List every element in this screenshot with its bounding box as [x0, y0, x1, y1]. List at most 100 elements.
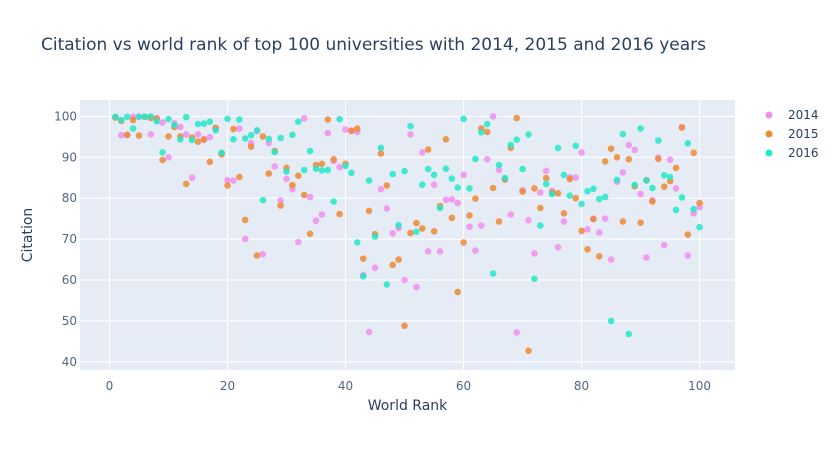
point-2015 — [241, 216, 249, 224]
point-2015 — [247, 143, 255, 150]
point-2016 — [643, 177, 650, 184]
point-2016 — [460, 115, 467, 123]
point-2015 — [236, 173, 243, 181]
x-tick-label: 20 — [220, 379, 235, 393]
point-2015 — [182, 180, 190, 188]
point-2014 — [466, 223, 473, 231]
point-2014 — [413, 283, 420, 291]
point-2015 — [625, 156, 633, 163]
point-2015 — [560, 210, 568, 217]
point-2015 — [584, 246, 591, 253]
x-tick-label: 100 — [688, 379, 711, 393]
y-tick-label: 100 — [54, 109, 77, 123]
point-2015 — [359, 255, 367, 262]
point-2014 — [118, 131, 125, 139]
point-2016 — [578, 200, 585, 208]
point-2014 — [165, 154, 172, 161]
point-2016 — [377, 144, 385, 152]
legend-item-2015[interactable]: 2015 — [765, 127, 819, 141]
point-2016 — [672, 206, 680, 214]
point-2015 — [159, 156, 166, 164]
legend-item-2014[interactable]: 2014 — [765, 108, 819, 122]
y-tick-label: 80 — [62, 191, 77, 205]
point-2014 — [596, 229, 603, 236]
point-2016 — [230, 136, 237, 143]
point-2016 — [419, 181, 426, 188]
point-2016 — [430, 171, 438, 179]
point-2016 — [519, 165, 526, 173]
point-2015 — [572, 194, 579, 202]
point-2014 — [542, 167, 550, 175]
point-2015 — [489, 184, 497, 192]
point-2015 — [135, 132, 143, 139]
point-2015 — [472, 195, 479, 202]
point-2014 — [472, 247, 479, 254]
point-2016 — [153, 118, 160, 125]
point-2016 — [413, 228, 420, 235]
point-2016 — [354, 239, 361, 246]
data-points — [112, 113, 703, 355]
point-2014 — [419, 149, 426, 156]
legend-marker — [765, 149, 773, 157]
point-2016 — [513, 136, 520, 143]
point-2016 — [554, 144, 562, 152]
point-2015 — [277, 202, 284, 209]
point-2016 — [489, 270, 497, 277]
point-2014 — [554, 244, 562, 251]
point-2015 — [395, 256, 402, 263]
legend-item-2016[interactable]: 2016 — [765, 146, 819, 160]
point-2016 — [537, 222, 544, 229]
point-2014 — [230, 177, 237, 184]
legend-marker — [765, 130, 773, 138]
point-2014 — [460, 171, 467, 179]
point-2016 — [696, 223, 703, 231]
x-tick-label: 60 — [456, 379, 471, 393]
point-2015 — [295, 172, 302, 179]
point-2014 — [666, 156, 674, 163]
point-2014 — [607, 256, 615, 263]
point-2016 — [289, 131, 296, 139]
x-tick-label: 80 — [574, 379, 589, 393]
point-2016 — [407, 122, 414, 130]
point-2016 — [300, 166, 308, 174]
point-2014 — [236, 125, 243, 132]
point-2016 — [165, 115, 172, 123]
point-2014 — [300, 115, 308, 122]
point-2016 — [218, 149, 225, 157]
y-tick-label: 60 — [62, 273, 77, 287]
point-2016 — [247, 131, 255, 139]
point-2014 — [324, 129, 332, 137]
point-2016 — [495, 161, 503, 169]
point-2014 — [625, 141, 633, 149]
point-2015 — [430, 228, 438, 235]
point-2015 — [566, 175, 574, 183]
point-2015 — [660, 183, 668, 190]
point-2014 — [377, 185, 385, 193]
point-2014 — [643, 254, 650, 261]
point-2016 — [601, 193, 609, 201]
legend-label: 2016 — [788, 146, 819, 160]
point-2016 — [118, 116, 125, 124]
point-2015 — [265, 170, 273, 177]
point-2014 — [448, 196, 456, 203]
point-2016 — [660, 172, 668, 179]
point-2016 — [253, 127, 261, 134]
legend[interactable]: 2014 2015 2016 — [765, 108, 819, 160]
point-2016 — [306, 147, 314, 155]
point-2014 — [531, 250, 538, 257]
point-2015 — [596, 252, 603, 260]
point-2015 — [590, 215, 597, 223]
point-2016 — [324, 166, 332, 174]
legend-label: 2015 — [788, 127, 819, 141]
series-2016 — [112, 113, 703, 338]
point-2015 — [306, 230, 314, 238]
point-2014 — [660, 241, 668, 249]
point-2014 — [224, 176, 231, 184]
point-2014 — [188, 174, 196, 181]
y-tick-label: 50 — [62, 314, 77, 328]
point-2015 — [531, 185, 538, 192]
point-2015 — [696, 199, 703, 207]
point-2014 — [318, 211, 326, 218]
point-2015 — [684, 231, 692, 238]
